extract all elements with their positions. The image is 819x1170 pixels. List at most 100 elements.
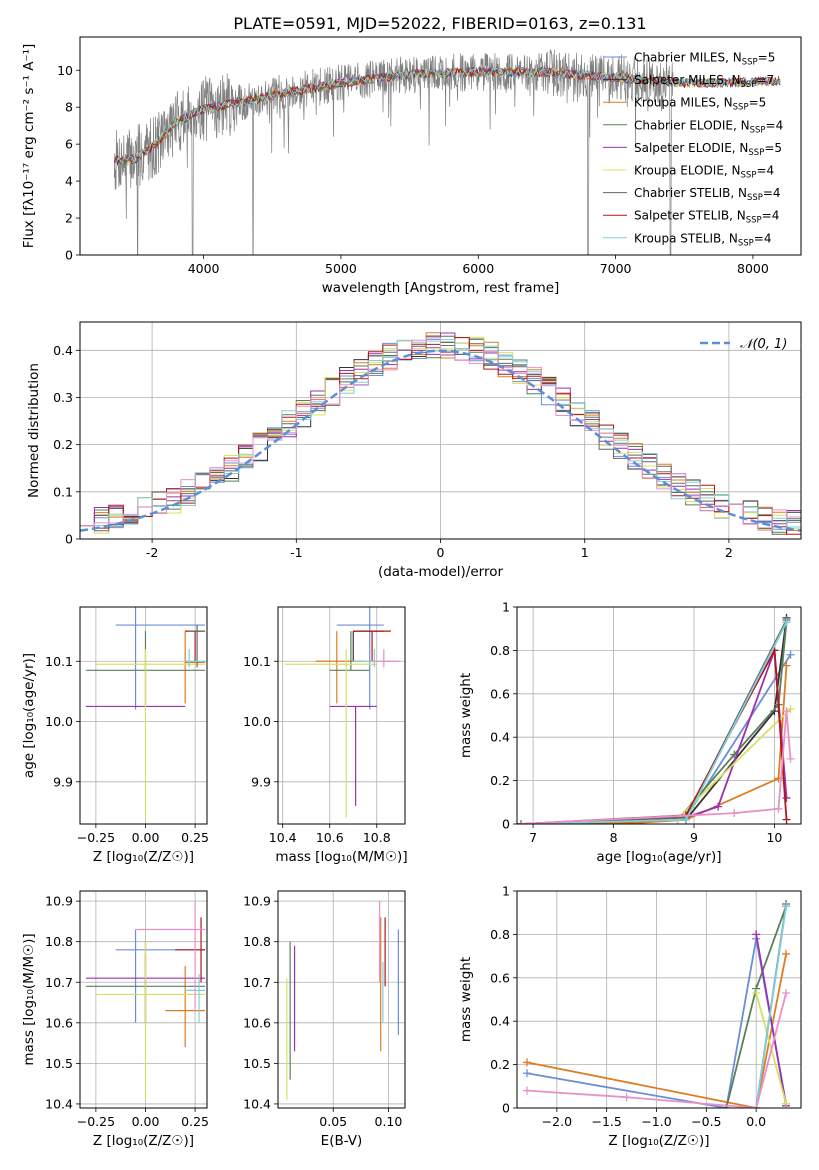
legend-entry: Salpeter MILES, NSSP=7 [634, 73, 774, 90]
mass_weight_vs_Z-plot-area [522, 900, 791, 1108]
spectrum-data-line [113, 49, 674, 255]
y-tick-label: 0.6 [490, 686, 510, 701]
y-tick-label: 10.9 [243, 894, 271, 909]
weight-point-marker [522, 1058, 531, 1067]
axes-frame [79, 606, 208, 825]
error-bar-point [115, 929, 206, 1023]
tick-labels: 4000 5000 6000 7000 8000 0 2 4 6 8 10 [57, 63, 769, 276]
weight-series [517, 618, 791, 824]
weight-point-marker [786, 754, 795, 763]
y-tick-label: 10.8 [45, 934, 73, 949]
x-axis-label: mass [log₁₀(M/M☉)] [275, 849, 407, 865]
weight-series [517, 661, 791, 824]
weight-point-marker [622, 1093, 631, 1102]
weight-point-marker [782, 618, 791, 627]
x-tick-label: −1.0 [641, 1114, 671, 1129]
mass_vs_ebv-plot-area [286, 901, 399, 1100]
tick-labels: 0.05 0.10 10.4 10.5 10.6 10.7 10.8 10.9 [243, 894, 402, 1129]
weight-series-line [755, 934, 787, 1106]
tick-labels: -2 -1 0 1 2 0 0.1 0.2 0.3 0.4 [53, 343, 733, 560]
figure-title: PLATE=0591, MJD=52022, FIBERID=0163, z=0… [233, 14, 646, 33]
x-tick-label: 1 [581, 545, 589, 560]
weight-series-line [755, 906, 787, 1108]
weight-point-marker [782, 949, 791, 958]
weight-point-marker [782, 793, 791, 802]
weight-point-marker [752, 930, 761, 939]
axes-frame [516, 606, 802, 825]
y-tick-label: 1 [502, 884, 510, 899]
model-spectrum-line [113, 65, 781, 165]
weight-series-line [520, 654, 792, 824]
x-tick-label: 10.8 [363, 830, 391, 845]
model-spectrum-line [113, 66, 781, 167]
y-tick-label: 10.0 [243, 714, 271, 729]
x-tick-label: −2.0 [542, 1114, 572, 1129]
legend-entry: Chabrier ELODIE, NSSP=4 [634, 118, 783, 135]
weight-series [522, 988, 791, 1108]
y-tick-label: 1 [502, 600, 510, 615]
error-bar-point [329, 705, 377, 806]
legend-entry: Kroupa MILES, NSSP=5 [634, 96, 766, 113]
weight-series [517, 618, 791, 824]
y-tick-label: 10.5 [243, 1056, 271, 1071]
grid-lines [80, 607, 207, 824]
x-tick-label: −0.25 [77, 830, 115, 845]
y-tick-label: 0.4 [490, 1014, 510, 1029]
mass_weight_vs_Z-panel: −2.0 −1.5 −1.0 −0.5 0.0 0 0.2 0.4 0.6 0.8 1 Z [log₁… [458, 884, 802, 1149]
weight-point-marker [782, 661, 791, 670]
y-tick-label: 10.9 [45, 894, 73, 909]
error-bar-point [184, 631, 206, 704]
y-tick-label: 0 [65, 248, 73, 263]
weight-point-marker [522, 1069, 531, 1078]
weight-series-line [520, 708, 792, 824]
x-tick-label: 10.6 [316, 830, 344, 845]
age_vs_Z-panel: −0.25 0.00 0.25 9.9 10.0 10.1 Z [log₁₀(Z/Z☉)] a… [21, 606, 209, 865]
spectrum-legend: Chabrier MILES, NSSP=5 Salpeter MILES, NS… [603, 51, 783, 248]
mass_vs_ebv-panel: 0.05 0.10 10.4 10.5 10.6 10.7 10.8 10.9 E(B-V) [243, 890, 406, 1149]
age_vs_Z-plot-area [85, 607, 206, 818]
y-tick-label: 9.9 [53, 774, 73, 789]
y-tick-label: 2 [65, 211, 73, 226]
y-tick-label: 9.9 [251, 774, 271, 789]
x-tick-label: 4000 [188, 261, 220, 276]
error-bar-point [185, 649, 206, 668]
age_vs_mass-plot-area [285, 607, 401, 818]
weight-point-marker [782, 902, 791, 911]
error-bar-point [336, 607, 384, 710]
mass_vs_Z-plot-area [85, 901, 206, 1100]
mass_weight_vs_age-plot-area [517, 613, 795, 824]
axes-frame [79, 890, 208, 1109]
tick-labels: 10.4 10.6 10.8 9.9 10.0 10.1 [243, 654, 391, 845]
y-tick-label: 10.6 [243, 1015, 271, 1030]
x-tick-label: 8 [610, 830, 618, 845]
y-tick-label: 0.6 [490, 970, 510, 985]
legend-entry: Chabrier STELIB, NSSP=4 [634, 186, 781, 203]
weight-series-line [526, 992, 787, 1108]
x-tick-label: -2 [146, 545, 158, 560]
y-axis-label: age [log₁₀(age/yr)] [21, 653, 37, 778]
x-tick-label: 5000 [325, 261, 357, 276]
residuals-plot-area [80, 332, 801, 535]
x-axis-label: age [log₁₀(age/yr)] [596, 849, 721, 865]
model-spectrum-line [113, 66, 781, 166]
grid-lines [278, 607, 405, 824]
weight-series-line [520, 711, 792, 824]
x-tick-label: 0.00 [132, 1114, 160, 1129]
weight-point-marker [752, 988, 761, 997]
legend-entry: Kroupa STELIB, NSSP=4 [634, 231, 772, 248]
residual-histogram-step [80, 337, 801, 531]
residuals-panel: -2 -1 0 1 2 0 0.1 0.2 0.3 0.4 (data-model)/error No… [26, 321, 802, 580]
weight-series-line [526, 953, 787, 1108]
x-tick-label: 10.4 [269, 830, 297, 845]
weight-series [517, 650, 795, 824]
x-axis-label: E(B-V) [321, 1133, 363, 1149]
grid-lines [517, 606, 801, 825]
error-bar-point [135, 901, 206, 1011]
y-axis-label: mass [log₁₀(M/M☉)] [21, 933, 37, 1065]
model-spectrum-line [114, 66, 781, 166]
x-tick-label: 0.0 [746, 1114, 766, 1129]
y-tick-label: 0 [502, 1101, 510, 1116]
weight-point-marker [782, 1099, 791, 1108]
y-tick-label: 0.2 [53, 437, 73, 452]
